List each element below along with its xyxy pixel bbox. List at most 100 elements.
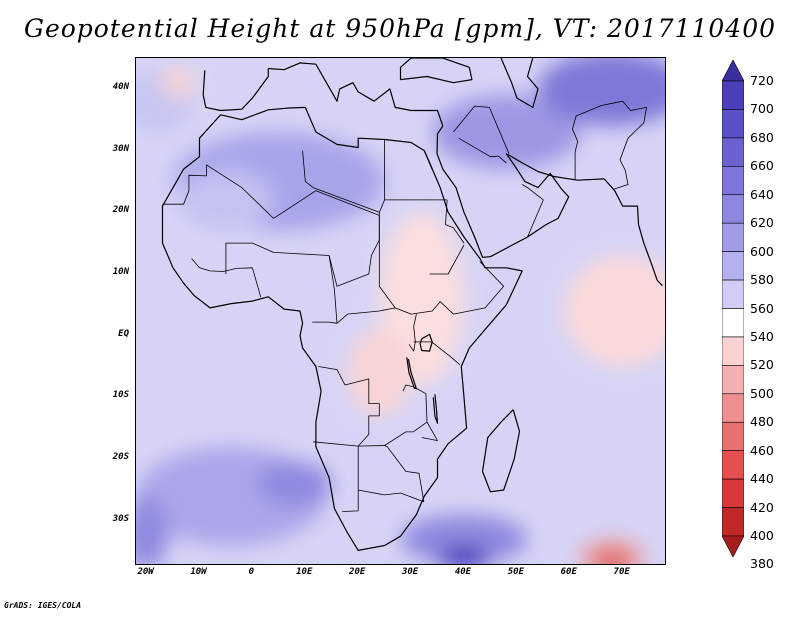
colorbar bbox=[722, 60, 744, 557]
colorbar-level-label: 520 bbox=[750, 357, 774, 373]
border-border-6 bbox=[445, 199, 465, 244]
colorbar-segment bbox=[722, 222, 744, 252]
colorbar-segment bbox=[722, 279, 744, 309]
border-border-15 bbox=[413, 341, 460, 366]
field-region-arabian-sea-low bbox=[564, 255, 665, 367]
colorbar-level-label: 620 bbox=[750, 215, 774, 231]
colorbar-level-label: 640 bbox=[750, 186, 774, 202]
lat-tick-label: 20N bbox=[112, 205, 129, 216]
border-border-18 bbox=[453, 105, 510, 154]
colorbar-level-label: 460 bbox=[750, 442, 774, 458]
border-border-11 bbox=[318, 366, 385, 447]
map-canvas bbox=[136, 58, 665, 564]
colorbar-level-label: 480 bbox=[750, 414, 774, 430]
lon-tick-label: 60E bbox=[560, 567, 577, 577]
lon-tick-label: 30E bbox=[401, 567, 419, 577]
lon-tick-label: 10E bbox=[296, 567, 313, 577]
lon-tick-label: 10W bbox=[190, 567, 207, 577]
colorbar-segment bbox=[722, 109, 744, 139]
border-border-13 bbox=[384, 384, 428, 446]
coastline-lake-tanganyika bbox=[406, 357, 417, 390]
shaded-field-layer bbox=[136, 58, 665, 564]
coastline-lake-victoria bbox=[419, 333, 433, 352]
coastline-red-sea-west bbox=[423, 150, 433, 170]
colorbar-level-label: 680 bbox=[750, 129, 774, 145]
colorbar-level-label: 420 bbox=[750, 499, 774, 515]
colorbar-level-label: 440 bbox=[750, 471, 774, 487]
lon-tick-label: 50E bbox=[507, 567, 524, 577]
coastline-madagascar-coast bbox=[481, 409, 521, 493]
colorbar-level-label: 560 bbox=[750, 300, 774, 316]
field-region-iberia-low bbox=[161, 67, 196, 99]
field-region-far-southwest bbox=[136, 496, 168, 564]
field-region-south-atlantic-core bbox=[257, 462, 332, 506]
coastline-arabia-coast bbox=[436, 153, 570, 258]
colorbar-level-label: 540 bbox=[750, 328, 774, 344]
chart-title: Geopotential Height at 950hPa [gpm], VT:… bbox=[23, 14, 777, 43]
lon-tick-label: 40E bbox=[454, 567, 472, 577]
lat-tick-label: 10N bbox=[112, 266, 129, 277]
coastline-iran-coast bbox=[505, 153, 605, 181]
field-region-south-indian-core bbox=[437, 545, 491, 564]
map-plot-area bbox=[135, 57, 666, 565]
border-border-19 bbox=[458, 137, 507, 164]
colorbar-level-label: 720 bbox=[750, 73, 774, 88]
boundary-layer bbox=[161, 58, 663, 551]
lon-tick-label: 0 bbox=[248, 567, 255, 577]
colorbar-segment bbox=[722, 450, 744, 480]
field-region-south-indian-high bbox=[400, 514, 528, 564]
field-region-southern-ocean-low bbox=[580, 539, 644, 564]
colorbar-level-label: 580 bbox=[750, 272, 774, 288]
colorbar-segment bbox=[722, 194, 744, 224]
colorbar-bottom-arrow bbox=[722, 535, 744, 557]
colorbar-segment bbox=[722, 336, 744, 366]
field-region-middle-east bbox=[432, 95, 581, 170]
coastline-black-sea-coast bbox=[399, 58, 473, 84]
border-border-3 bbox=[302, 139, 386, 213]
border-border-21 bbox=[571, 100, 647, 190]
colorbar-segment bbox=[722, 308, 744, 338]
lat-tick-label: 30S bbox=[112, 513, 129, 524]
border-border-8 bbox=[225, 242, 338, 324]
field-region-congo-low bbox=[347, 329, 412, 416]
lat-tick-label: 20S bbox=[112, 452, 129, 463]
coastline-iberia-coast bbox=[202, 68, 269, 112]
colorbar-segment bbox=[722, 166, 744, 196]
border-border-16 bbox=[408, 314, 417, 352]
coastline-north-med-coast bbox=[268, 62, 444, 154]
grads-credit: GrADS: IGES/COLA bbox=[4, 601, 82, 610]
colorbar-segment bbox=[722, 478, 744, 508]
colorbar-segment bbox=[722, 507, 744, 537]
border-border-17 bbox=[421, 421, 438, 442]
lat-tick-label: 30N bbox=[112, 143, 129, 154]
colorbar-segment bbox=[722, 137, 744, 167]
lon-tick-label: 70E bbox=[613, 567, 630, 577]
colorbar-level-label: 660 bbox=[750, 158, 774, 174]
lon-tick-label: 20W bbox=[137, 567, 154, 577]
border-border-14 bbox=[358, 445, 425, 503]
colorbar-segment bbox=[722, 80, 744, 110]
colorbar-level-label: 500 bbox=[750, 385, 774, 401]
colorbar-level-label: 600 bbox=[750, 243, 774, 259]
coastline-africa-coast bbox=[161, 106, 523, 551]
field-region-west-sahara bbox=[178, 169, 274, 231]
border-border-7 bbox=[429, 244, 465, 275]
coastline-caspian-coast bbox=[500, 58, 539, 109]
border-border-5 bbox=[378, 212, 505, 315]
colorbar-segment bbox=[722, 421, 744, 451]
colorbar-segment bbox=[722, 251, 744, 281]
border-border-10 bbox=[336, 307, 396, 324]
colorbar-level-label: 380 bbox=[750, 556, 774, 572]
field-region-southern-ocean-core bbox=[596, 554, 628, 564]
lat-tick-label: 40N bbox=[112, 81, 129, 92]
colorbar-segment bbox=[722, 393, 744, 423]
border-border-20 bbox=[521, 184, 544, 238]
colorbar-level-label: 400 bbox=[750, 528, 774, 543]
border-border-12 bbox=[313, 441, 359, 512]
colorbar-level-label: 700 bbox=[750, 101, 774, 117]
coastline-lake-malawi bbox=[432, 394, 439, 424]
colorbar-top-arrow bbox=[722, 60, 744, 82]
lat-tick-label: 10S bbox=[112, 390, 129, 401]
border-border-9 bbox=[191, 258, 262, 298]
lat-tick-label: EQ bbox=[118, 328, 129, 339]
